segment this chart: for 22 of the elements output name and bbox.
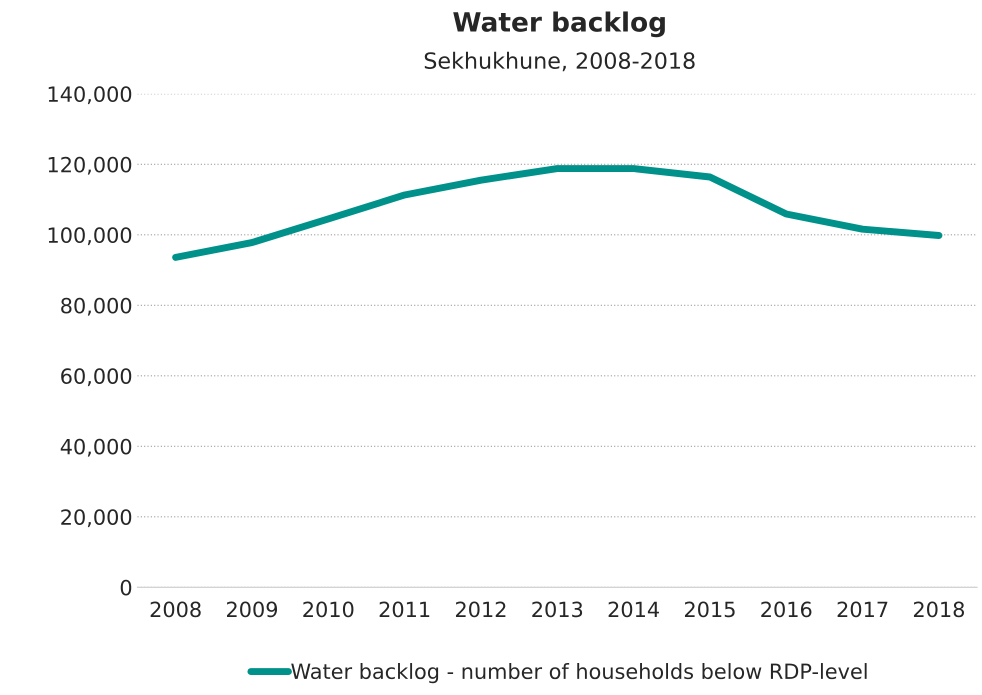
y-tick-label: 120,000: [48, 156, 132, 175]
x-tick-label: 2013: [532, 602, 582, 618]
x-tick-label: 2018: [914, 602, 964, 618]
y-tick-label: 40,000: [60, 438, 132, 457]
y-tick-label: 140,000: [48, 86, 132, 104]
y-tick-label: 0: [120, 580, 132, 596]
chart-subtitle: Sekhukhune, 2008-2018: [424, 52, 695, 72]
x-tick-label: 2009: [226, 602, 278, 618]
y-tick-label: 80,000: [61, 298, 132, 316]
y-tick-label: 20,000: [61, 509, 132, 528]
x-tick-label: 2011: [380, 602, 430, 618]
x-tick-label: 2010: [303, 602, 354, 618]
legend-label: Water backlog - number of households below RDP-level: [291, 663, 867, 684]
x-tick-label: 2017: [838, 602, 888, 618]
y-tick-label: 100,000: [48, 227, 132, 246]
chart-title: Water backlog: [453, 11, 665, 38]
x-tick-label: 2012: [456, 602, 506, 618]
x-tick-label: 2015: [684, 602, 735, 618]
y-tick-label: 60,000: [61, 368, 132, 386]
x-tick-label: 2016: [761, 602, 812, 618]
x-tick-label: 2014: [608, 602, 659, 618]
x-tick-label: 2008: [150, 602, 201, 618]
